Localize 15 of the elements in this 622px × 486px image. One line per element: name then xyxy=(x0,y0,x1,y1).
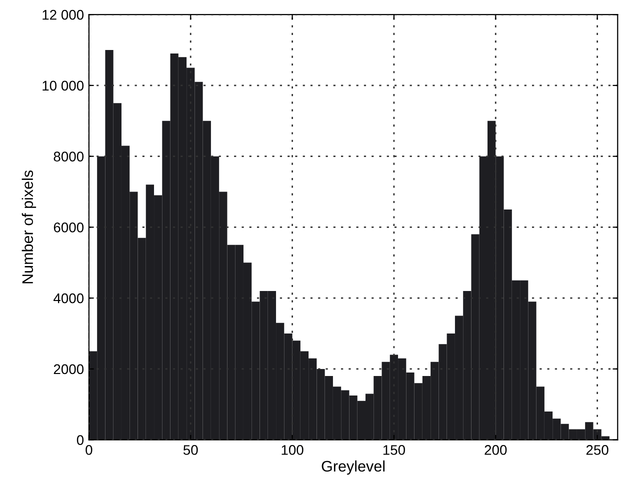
x-axis-title: Greylevel xyxy=(322,460,385,475)
y-axis-title: Number of pixels xyxy=(22,170,36,284)
y-tick-label: 12 000 xyxy=(42,10,84,20)
y-tick-label: 2000 xyxy=(54,364,84,374)
x-tick-label: 50 xyxy=(183,445,198,455)
y-tick-label: 4000 xyxy=(54,293,84,304)
y-tick-label: 8000 xyxy=(54,152,84,162)
x-tick-label: 100 xyxy=(282,445,304,455)
x-tick-label: 150 xyxy=(383,445,406,455)
x-tick-label: 200 xyxy=(484,445,507,455)
x-tick-label: 0 xyxy=(86,445,92,455)
y-tick-label: 6000 xyxy=(54,222,84,232)
y-tick-label: 0 xyxy=(76,435,84,445)
y-tick-label: 10 000 xyxy=(42,80,84,91)
x-tick-label: 250 xyxy=(586,445,608,455)
